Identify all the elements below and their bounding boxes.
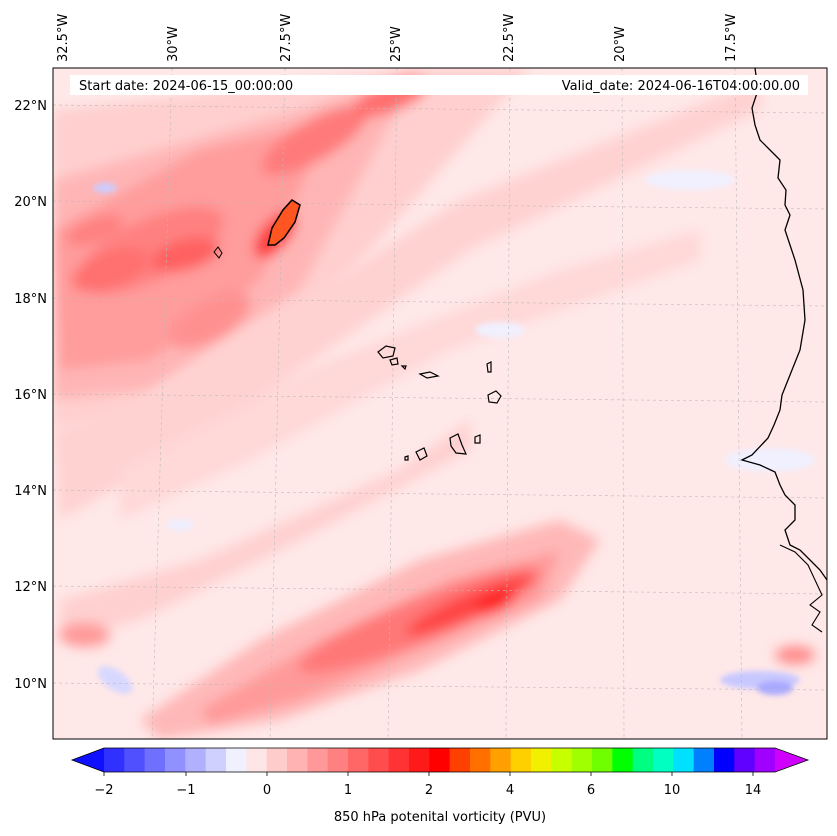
colorbar-cell [124, 748, 146, 772]
colorbar-cell [470, 748, 491, 772]
cbar-tick-2: 2 [425, 783, 433, 798]
african-coastline [740, 68, 827, 581]
lon-label-30w: 30°W [166, 26, 181, 62]
pv-field [53, 68, 530, 430]
meridian-25w [387, 68, 398, 739]
meridian-30w [151, 68, 173, 739]
cbar-tick-4: 4 [506, 783, 514, 798]
lon-label-25w: 25°W [389, 26, 404, 62]
colorbar-cell [307, 748, 329, 772]
lat-label-14n: 14°N [14, 484, 47, 499]
map-frame [52, 67, 828, 740]
colorbar-cell [205, 748, 227, 772]
colorbar-cell [754, 748, 776, 772]
latitude-labels: 22°N 20°N 18°N 16°N 14°N 12°N 10°N [14, 99, 47, 692]
meridian-20w [621, 68, 625, 739]
lon-label-32-5w: 32.5°W [56, 14, 71, 62]
colorbar [70, 747, 810, 776]
colorbar-cell [429, 748, 451, 772]
cbar-tick-14: 14 [745, 783, 762, 798]
colorbar-cell [368, 748, 390, 772]
colorbar-cell [531, 748, 552, 772]
colorbar-cell [104, 748, 125, 772]
lon-label-17-5w: 17.5°W [724, 14, 739, 62]
colorbar-cell [510, 748, 532, 772]
colorbar-cell [714, 748, 735, 772]
island-santiago [449, 433, 467, 455]
colorbar-cell [226, 748, 247, 772]
island-brava [404, 455, 409, 461]
cbar-tick-6: 6 [587, 783, 595, 798]
negative-pv-patches [93, 170, 815, 695]
colorbar-cell [571, 748, 593, 772]
pv-minor-contour [213, 246, 223, 259]
colorbar-cell [287, 748, 308, 772]
cbar-tick-1: 1 [344, 783, 352, 798]
lon-label-27-5w: 27.5°W [279, 14, 294, 62]
cape-verde-islands [377, 345, 502, 461]
colorbar-tick-labels: −2 −1 0 1 2 4 6 10 14 [94, 783, 761, 798]
colorbar-cell [612, 748, 634, 772]
island-boa-vista [487, 390, 502, 404]
meridian-27-5w [269, 68, 286, 739]
graticule [53, 68, 827, 739]
colorbar-cell [653, 748, 674, 772]
island-sao-vicente [389, 357, 399, 366]
lon-label-20w: 20°W [613, 26, 628, 62]
colorbar-cell [165, 748, 186, 772]
lat-label-18n: 18°N [14, 292, 47, 307]
colorbar-cell [185, 748, 207, 772]
colorbar-extend-high [775, 748, 808, 772]
colorbar-title: 850 hPa potenital vorticity (PVU) [334, 810, 546, 825]
colorbar-cell [693, 748, 715, 772]
colorbar-cell [388, 748, 410, 772]
colorbar-cell [246, 748, 268, 772]
lat-label-10n: 10°N [14, 677, 47, 692]
coast-detail [779, 544, 823, 633]
island-fogo [415, 447, 428, 461]
cbar-tick-neg1: −1 [176, 783, 195, 798]
colorbar-cell [266, 748, 288, 772]
lat-label-16n: 16°N [14, 388, 47, 403]
colorbar-cell [144, 748, 166, 772]
cbar-tick-0: 0 [263, 783, 271, 798]
cbar-tick-neg2: −2 [94, 783, 113, 798]
lat-label-12n: 12°N [14, 580, 47, 595]
valid-date-label: Valid_date: 2024-06-16T04:00:00.00 [562, 79, 800, 94]
colorbar-cell [551, 748, 573, 772]
colorbar-cell [327, 748, 349, 772]
cbar-tick-10: 10 [664, 783, 681, 798]
lon-label-22-5w: 22.5°W [502, 14, 517, 62]
start-date-label: Start date: 2024-06-15_00:00:00 [79, 79, 293, 94]
pv-field-secondary [53, 80, 760, 640]
pv-field-southern-band [60, 520, 815, 739]
pv-max-contour [267, 199, 301, 246]
map-panel: Start date: 2024-06-15_00:00:00 Valid_da… [53, 68, 827, 739]
meridian-17-5w [734, 68, 743, 739]
header-box [70, 75, 808, 95]
colorbar-cell [734, 748, 756, 772]
island-sao-nicolau [418, 371, 440, 379]
longitude-labels: 32.5°W 30°W 27.5°W 25°W 22.5°W 20°W 17.5… [56, 14, 739, 62]
island-santa-luzia [400, 365, 407, 371]
colorbar-cell [673, 748, 695, 772]
colorbar-extend-low [72, 748, 104, 772]
lat-label-22n: 22°N [14, 99, 47, 114]
island-maio [474, 434, 481, 444]
island-sal [486, 361, 492, 373]
colorbar-cell [409, 748, 430, 772]
meridian-22-5w [505, 68, 511, 739]
colorbar-cell [490, 748, 512, 772]
colorbar-cell [592, 748, 613, 772]
island-santo-antao [377, 345, 396, 359]
colorbar-cell [449, 748, 471, 772]
lat-label-20n: 20°N [14, 195, 47, 210]
colorbar-cell [348, 748, 369, 772]
colorbar-cell [632, 748, 654, 772]
